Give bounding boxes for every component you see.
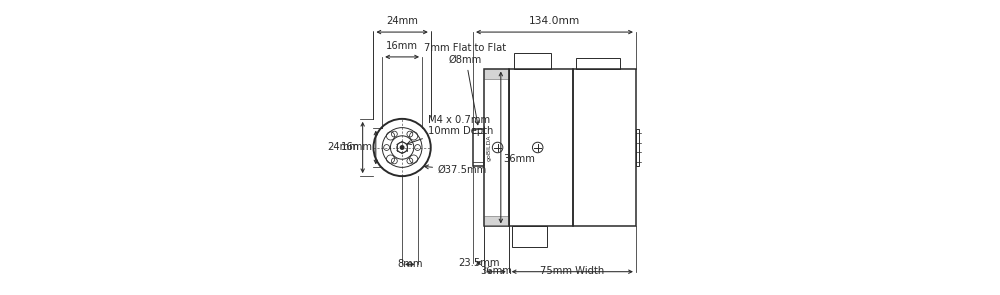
Text: 16mm: 16mm — [341, 142, 373, 153]
Text: Ø37.5mm: Ø37.5mm — [425, 165, 487, 175]
Text: 24mm: 24mm — [386, 16, 418, 26]
Text: 16mm: 16mm — [386, 41, 418, 51]
Text: 75mm Width: 75mm Width — [540, 266, 604, 276]
Bar — [484, 69, 509, 79]
Bar — [576, 58, 620, 69]
Text: 36mm: 36mm — [503, 154, 535, 164]
Text: 7mm Flat to Flat
Ø8mm: 7mm Flat to Flat Ø8mm — [424, 43, 506, 125]
Text: 36mm: 36mm — [480, 266, 512, 276]
Text: M4 x 0.7mm
10mm Depth: M4 x 0.7mm 10mm Depth — [407, 115, 493, 145]
Text: 134.0mm: 134.0mm — [529, 16, 580, 26]
Text: 24mm: 24mm — [327, 142, 359, 153]
Bar — [514, 53, 551, 69]
Bar — [509, 69, 573, 226]
Bar — [484, 216, 509, 226]
Bar — [636, 129, 639, 166]
Bar — [484, 69, 509, 226]
Text: 8mm: 8mm — [397, 259, 423, 269]
Circle shape — [400, 146, 404, 149]
Bar — [573, 69, 636, 226]
Bar — [512, 226, 547, 247]
Bar — [473, 129, 484, 166]
Text: goBILDA: goBILDA — [487, 134, 492, 161]
Text: 23.5mm: 23.5mm — [458, 258, 499, 268]
